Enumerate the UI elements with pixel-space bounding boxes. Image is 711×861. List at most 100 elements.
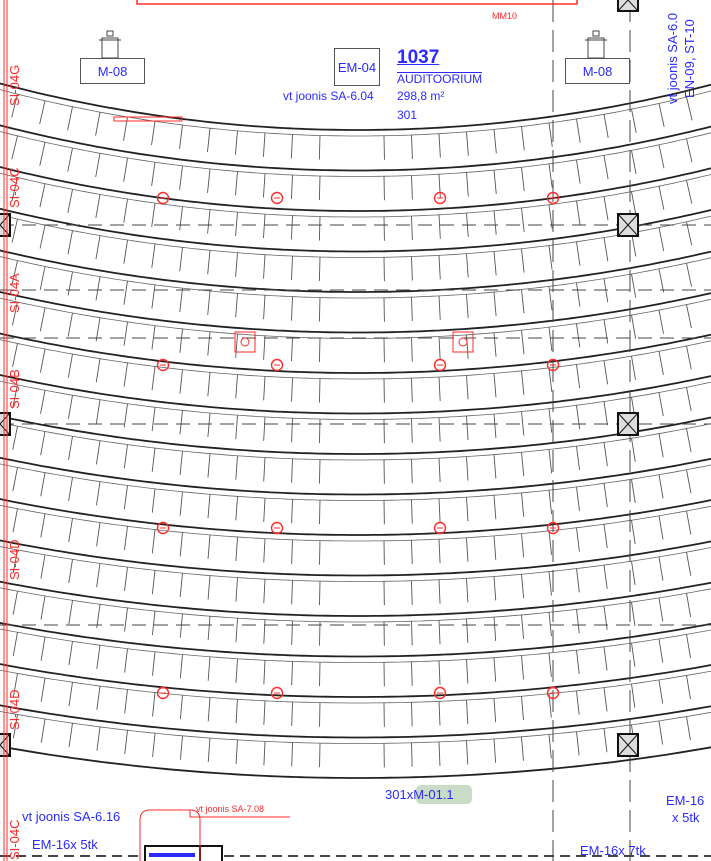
smoke-detector-icon [546, 521, 560, 535]
seat-divider [263, 457, 266, 482]
seat-divider [207, 128, 211, 153]
seat-divider [291, 337, 293, 362]
row-line [0, 166, 711, 212]
seat-back-line [0, 504, 711, 542]
seat-divider [603, 401, 608, 426]
top-red-band [136, 0, 578, 5]
seat-divider [658, 433, 664, 458]
seat-divider [179, 328, 183, 353]
seat-divider [235, 171, 238, 196]
seat-divider [96, 604, 101, 629]
seat-divider [291, 742, 293, 767]
smoke-detector-icon [156, 686, 170, 700]
smoke-detector-icon [270, 191, 284, 205]
seat-divider [179, 124, 183, 149]
seat-divider [466, 334, 469, 359]
seat-divider [151, 366, 156, 391]
seat-divider [493, 129, 497, 154]
seat-divider [40, 595, 46, 620]
seat-back-line [0, 546, 711, 582]
seat-divider [207, 575, 211, 600]
seat-divider [123, 280, 128, 305]
pot-icon [587, 37, 605, 59]
em16-left: EM-16x 5tk [32, 837, 98, 852]
row-line [0, 291, 711, 334]
seat-divider [40, 472, 46, 497]
seat-divider [68, 518, 73, 543]
seat-divider [96, 726, 101, 751]
seat-divider [68, 559, 73, 584]
seat-divider [67, 354, 73, 378]
seat-divider [207, 290, 211, 315]
seat-divider [548, 286, 553, 311]
seat-divider [318, 338, 321, 363]
seat-divider [411, 459, 413, 484]
seat-divider [411, 337, 413, 362]
seat-divider [39, 100, 46, 125]
seat-divider [658, 556, 664, 581]
seat-back-line [0, 131, 711, 177]
seat-divider [68, 477, 73, 502]
row-line [0, 622, 711, 658]
seat-divider [207, 372, 211, 397]
seat-divider [95, 153, 101, 177]
seat-divider [576, 405, 581, 430]
seat-divider [411, 216, 413, 241]
seat-divider [95, 276, 101, 301]
seat-divider [521, 492, 525, 517]
seat-divider [151, 121, 156, 146]
m08-right-box[interactable]: M-08 [565, 58, 630, 84]
seat-divider [411, 297, 413, 322]
seat-divider [548, 122, 553, 147]
seat-divider [438, 660, 441, 685]
seat-back-line [0, 214, 711, 258]
seat-divider [493, 332, 497, 357]
seat-divider [466, 294, 469, 319]
row-line [0, 745, 711, 779]
seat-divider [603, 360, 609, 385]
seat-back-line [0, 339, 711, 380]
smoke-detector-icon [433, 521, 447, 535]
seat-divider [12, 673, 18, 698]
seat-divider [291, 661, 293, 686]
seat-divider [658, 144, 665, 169]
seat-divider [68, 641, 73, 666]
bottom-device-fill [149, 853, 195, 857]
seat-divider [466, 740, 469, 765]
seat-divider [179, 451, 183, 475]
seat-divider [12, 632, 18, 656]
seat-divider [521, 330, 525, 355]
ceiling-device-icon [234, 331, 256, 353]
seat-divider [548, 571, 552, 596]
seat-divider [40, 390, 46, 414]
seat-divider [12, 508, 18, 533]
column [617, 0, 639, 12]
seat-divider [493, 454, 497, 479]
seat-divider [603, 646, 608, 671]
smoke-detector-icon [433, 358, 447, 372]
seat-divider [291, 256, 293, 281]
column-cross [617, 733, 639, 757]
seat-divider [438, 214, 441, 239]
seat-divider [123, 485, 128, 510]
seat-divider [67, 312, 73, 337]
seat-divider [95, 358, 101, 383]
seat-divider [521, 655, 524, 680]
m08-left-box[interactable]: M-08 [80, 58, 145, 84]
seat-divider [291, 580, 293, 605]
seat-divider [411, 702, 413, 727]
seat-divider [151, 488, 156, 513]
seat-divider [411, 134, 413, 159]
seat-divider [438, 174, 441, 199]
seat-divider [39, 183, 46, 208]
seat-type-tag: 301xM-01.1 [385, 788, 454, 801]
seat-divider [40, 718, 46, 743]
seat-divider [631, 150, 637, 175]
seat-divider [151, 203, 156, 227]
seat-divider [493, 292, 497, 317]
seat-divider [96, 685, 101, 710]
seat-divider [631, 315, 637, 339]
row-line [0, 207, 711, 253]
seat-divider [179, 735, 183, 760]
em04-box[interactable]: EM-04 [334, 48, 380, 86]
